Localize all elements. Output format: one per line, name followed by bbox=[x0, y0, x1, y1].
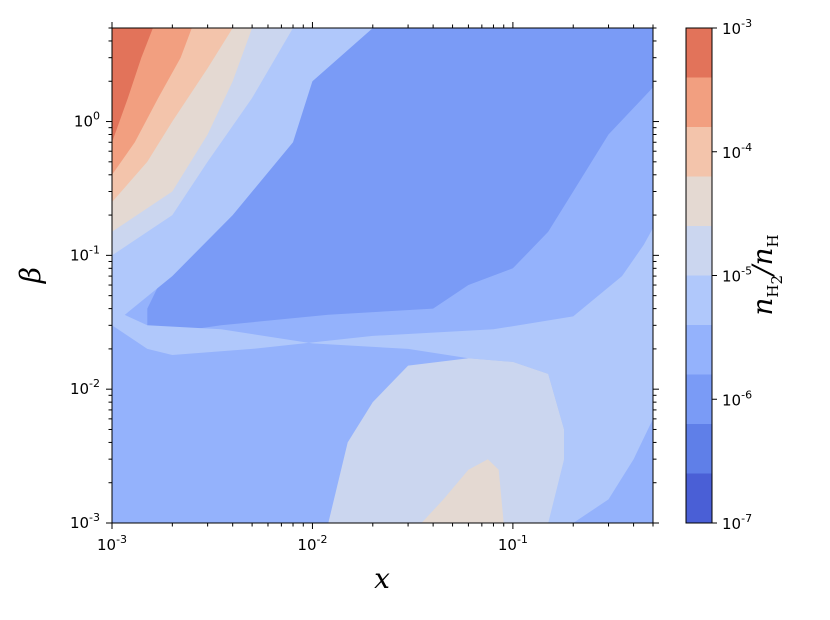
contour-region bbox=[147, 28, 653, 336]
colorbar-segment bbox=[686, 473, 712, 523]
colorbar-tick-label: 10-4 bbox=[722, 141, 752, 162]
x-axis-label: x bbox=[374, 562, 390, 595]
colorbar bbox=[685, 27, 713, 524]
colorbar-label: nH2/nH bbox=[746, 234, 786, 315]
y-tick-label: 10-3 bbox=[70, 511, 100, 532]
colorbar-segment bbox=[686, 226, 712, 276]
colorbar-segment bbox=[686, 275, 712, 325]
y-axis-label: β bbox=[14, 267, 47, 284]
colorbar-segment bbox=[686, 176, 712, 226]
y-tick-label: 10-2 bbox=[70, 377, 100, 398]
contour-region bbox=[328, 358, 565, 523]
contour-region bbox=[421, 459, 504, 523]
colorbar-segment bbox=[686, 424, 712, 474]
colorbar-segment bbox=[686, 325, 712, 375]
colorbar-tick-label: 10-6 bbox=[722, 388, 752, 409]
x-axis-ticks: 10-3 10-2 10-1 bbox=[97, 22, 654, 554]
plot-frame bbox=[111, 27, 654, 524]
colorbar-segment bbox=[686, 77, 712, 127]
colorbar-tick-label: 10-5 bbox=[722, 265, 752, 286]
colorbar-tick-label: 10-3 bbox=[722, 17, 752, 38]
y-axis-ticks: 10-3 10-2 10-1 100 bbox=[70, 27, 659, 532]
x-tick-label: 10-1 bbox=[498, 533, 528, 554]
y-tick-label: 10-1 bbox=[70, 243, 100, 264]
colorbar-segment bbox=[686, 127, 712, 177]
contour-regions bbox=[112, 28, 653, 523]
contour-region bbox=[112, 28, 153, 143]
x-tick-label: 10-2 bbox=[297, 533, 327, 554]
colorbar-tick-label: 10-7 bbox=[722, 512, 752, 533]
colorbar-segment bbox=[686, 374, 712, 424]
colorbar-ticks: 10-7 10-6 10-5 10-4 10-3 bbox=[712, 17, 752, 533]
contour-region bbox=[112, 228, 653, 523]
colorbar-segment bbox=[686, 28, 712, 78]
y-tick-label: 100 bbox=[74, 110, 100, 131]
x-tick-label: 10-3 bbox=[97, 533, 127, 554]
